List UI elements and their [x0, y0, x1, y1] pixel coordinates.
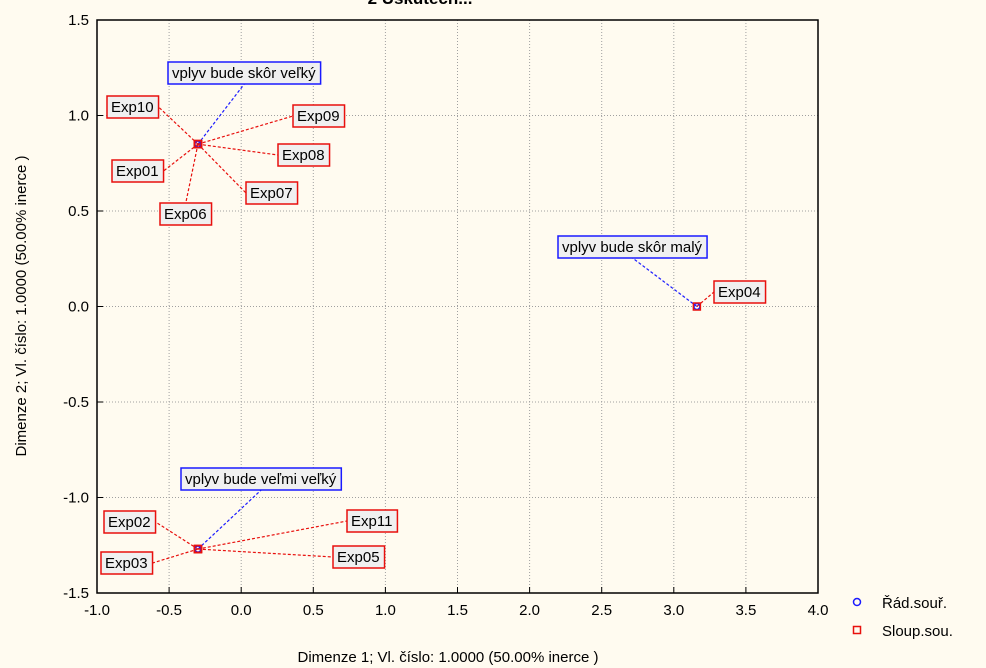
column-label-exp05: Exp05	[332, 545, 386, 569]
label-text: Exp04	[718, 284, 761, 301]
label-box	[346, 509, 399, 533]
chart-title: 2 Uskutečn...	[368, 0, 473, 8]
row-label-vplyv-bude-skôr-malý: vplyv bude skôr malý	[557, 235, 708, 259]
x-tick-label: 2.0	[519, 602, 540, 619]
label-text: Exp05	[337, 549, 380, 566]
column-label-exp02: Exp02	[103, 510, 157, 534]
y-tick-label: 1.0	[68, 108, 89, 125]
label-text: Exp11	[351, 513, 392, 530]
column-point-marker	[692, 302, 702, 311]
label-text: Exp07	[250, 185, 293, 202]
legend: Řád.souř. Sloup.sou.	[852, 595, 953, 640]
label-text: vplyv bude skôr malý	[562, 239, 703, 256]
label-text: Exp02	[108, 514, 151, 531]
label-box	[292, 104, 346, 128]
label-text: vplyv bude skôr veľký	[172, 65, 316, 82]
label-box	[332, 545, 386, 569]
leader-line	[632, 257, 698, 307]
y-axis-ticks: 1.5 1.0 0.5 0.0 -0.5 -1.0 -1.5	[63, 12, 103, 602]
label-text: Exp01	[116, 163, 159, 180]
y-tick-label: -1.0	[63, 490, 89, 507]
x-tick-label: 1.5	[447, 602, 468, 619]
leader-line	[197, 115, 294, 145]
column-label-exp04: Exp04	[713, 280, 767, 304]
leader-line	[185, 144, 199, 204]
label-leader-lines	[152, 83, 715, 564]
label-box	[106, 95, 160, 119]
leader-line	[696, 291, 715, 307]
legend-marker-rows	[852, 597, 862, 607]
x-axis-ticks: -1.0 -0.5 0.0 0.5 1.0 1.5 2.0 2.5 3.0 3.5 4.0	[84, 587, 828, 619]
x-axis-title: Dimenze 1; Vl. číslo: 1.0000 (50.00% ine…	[298, 649, 599, 666]
leader-line	[158, 106, 199, 145]
y-tick-label: 0.0	[68, 299, 89, 316]
x-tick-label: -1.0	[84, 602, 110, 619]
label-box	[159, 202, 213, 226]
leader-line	[197, 143, 279, 156]
x-tick-label: -0.5	[156, 602, 182, 619]
legend-label-columns: Sloup.sou.	[882, 623, 953, 640]
leader-line	[197, 83, 245, 145]
label-box	[277, 143, 331, 167]
data-points	[193, 139, 702, 554]
leader-line	[197, 143, 247, 194]
x-tick-label: 2.5	[591, 602, 612, 619]
point-labels: vplyv bude skôr veľký vplyv bude skôr mal…	[100, 61, 767, 575]
y-tick-label: 0.5	[68, 203, 89, 220]
label-text: vplyv bude veľmi veľký	[185, 471, 337, 488]
x-tick-label: 4.0	[808, 602, 829, 619]
x-tick-label: 3.0	[663, 602, 684, 619]
label-box	[713, 280, 767, 304]
label-box	[103, 510, 157, 534]
legend-label-rows: Řád.souř.	[882, 595, 947, 612]
grid-lines	[97, 20, 818, 593]
label-text: Exp03	[105, 555, 148, 572]
label-text: Exp10	[111, 99, 154, 116]
label-box	[111, 159, 165, 183]
column-label-exp08: Exp08	[277, 143, 331, 167]
x-tick-label: 1.0	[375, 602, 396, 619]
column-label-exp11: Exp11	[346, 509, 399, 533]
y-tick-label: -1.5	[63, 585, 89, 602]
y-tick-label: 1.5	[68, 12, 89, 29]
y-axis-title: Dimenze 2; Vl. číslo: 1.0000 (50.00% ine…	[13, 156, 30, 457]
leader-line	[197, 489, 262, 550]
leader-line	[152, 548, 199, 564]
x-tick-label: 0.5	[303, 602, 324, 619]
label-text: Exp06	[164, 206, 207, 223]
x-tick-label: 0.0	[231, 602, 252, 619]
column-label-exp09: Exp09	[292, 104, 346, 128]
column-point-marker	[193, 544, 203, 554]
row-label-vplyv-bude-skôr-veľký: vplyv bude skôr veľký	[167, 61, 322, 85]
label-box	[245, 181, 299, 205]
leader-line	[197, 548, 334, 558]
column-point-marker	[193, 139, 203, 149]
column-label-exp01: Exp01	[111, 159, 165, 183]
label-text: Exp09	[297, 108, 340, 125]
x-tick-label: 3.5	[735, 602, 756, 619]
label-box	[557, 235, 708, 259]
column-label-exp06: Exp06	[159, 202, 213, 226]
label-box	[180, 467, 343, 491]
row-label-vplyv-bude-veľmi-veľký: vplyv bude veľmi veľký	[180, 467, 343, 491]
column-label-exp10: Exp10	[106, 95, 160, 119]
leader-line	[163, 143, 199, 172]
legend-marker-columns	[852, 625, 862, 635]
y-tick-label: -0.5	[63, 394, 89, 411]
label-text: Exp08	[282, 147, 325, 164]
leader-line	[197, 520, 348, 550]
label-box	[167, 61, 322, 85]
column-label-exp07: Exp07	[245, 181, 299, 205]
column-label-exp03: Exp03	[100, 551, 154, 575]
leader-line	[155, 521, 199, 550]
label-box	[100, 551, 154, 575]
